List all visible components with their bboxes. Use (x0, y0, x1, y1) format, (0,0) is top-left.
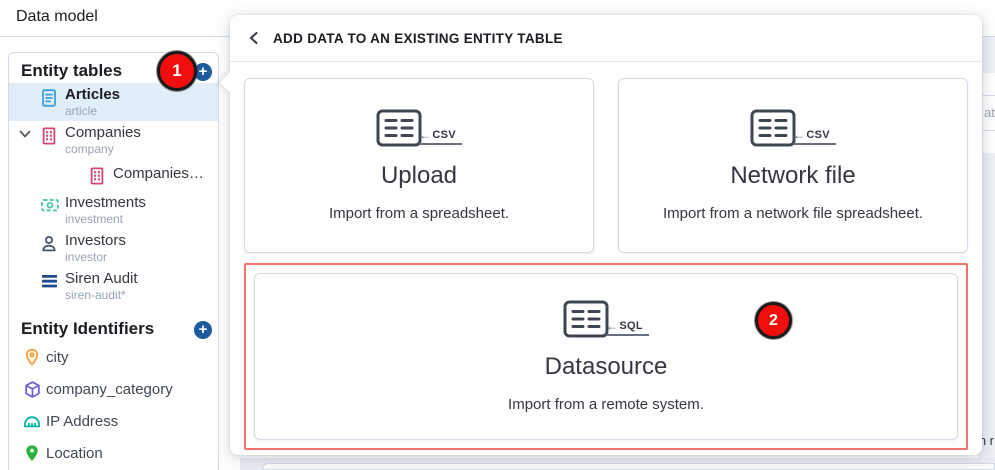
card-description: Import from a spreadsheet. (328, 205, 510, 222)
entity-table-index: investment (65, 212, 124, 226)
card-title: Network file (730, 162, 856, 189)
background-partial-text: at (983, 95, 995, 131)
format-badge: ← CSV (793, 128, 836, 145)
modal-title: ADD DATA TO AN EXISTING ENTITY TABLE (273, 30, 563, 46)
format-label: CSV (432, 129, 456, 141)
building-icon (41, 127, 57, 145)
entity-identifier-label: city (46, 348, 69, 366)
entity-table-label: Siren Audit (65, 270, 138, 287)
entity-tables-heading: Entity tables (21, 61, 123, 80)
person-icon (41, 235, 57, 253)
import-arrow-icon: ← (606, 319, 619, 333)
upload-card[interactable]: ← CSV Upload Import from a spreadsheet. (244, 78, 594, 253)
entity-identifier-item-location[interactable]: Location (9, 437, 218, 469)
entity-table-item-articles[interactable]: Articles article (9, 83, 218, 121)
annotation-highlight-rect: ← SQL Datasource Import from a remote sys… (244, 263, 968, 450)
add-data-modal: ADD DATA TO AN EXISTING ENTITY TABLE ← CS… (219, 15, 982, 455)
entity-table-item-companies[interactable]: Companies company (9, 121, 218, 159)
entity-identifiers-heading: Entity Identifiers (21, 319, 155, 338)
map-pin-icon (23, 444, 41, 462)
import-arrow-icon: ← (793, 128, 806, 142)
data-model-sidebar: Entity tables + Articles article Compani… (8, 52, 219, 470)
entity-table-label: Investors (65, 232, 126, 249)
modal-body: ← CSV Upload Import from a spreadsheet. ←… (230, 62, 982, 450)
entity-table-label: Investments (65, 194, 146, 211)
entity-table-item-siren-audit[interactable]: Siren Audit siren-audit* (9, 267, 218, 305)
entity-identifier-label: company_category (46, 380, 173, 398)
entity-identifiers-heading-row: Entity Identifiers + (9, 311, 218, 341)
bars-icon (41, 273, 58, 289)
money-icon (41, 197, 59, 213)
network-icon (23, 413, 41, 429)
network-file-card[interactable]: ← CSV Network file Import from a network … (618, 78, 968, 253)
format-badge: ← CSV (419, 128, 462, 145)
background-field-panel: at (983, 73, 995, 153)
entity-table-item-investors[interactable]: Investors investor (9, 229, 218, 267)
entity-table-item-companies-child[interactable]: Companies with a d… (9, 159, 218, 191)
cube-icon (23, 380, 41, 398)
chevron-down-icon[interactable] (19, 129, 31, 139)
chevron-left-icon (248, 31, 260, 45)
card-description: Import from a remote system. (508, 396, 704, 413)
entity-table-label: Companies with a d… (113, 165, 207, 182)
entity-tables-heading-row: Entity tables + (9, 53, 218, 83)
datasource-card[interactable]: ← SQL Datasource Import from a remote sys… (254, 273, 958, 440)
entity-table-label: Companies (65, 124, 141, 141)
import-arrow-icon: ← (419, 128, 432, 142)
spreadsheet-csv-icon: ← CSV (376, 109, 462, 147)
entity-table-label: Articles (65, 86, 121, 103)
card-description: Import from a network file spreadsheet. (662, 205, 924, 222)
card-title: Datasource (544, 353, 668, 380)
entity-table-index: company (65, 142, 114, 156)
entity-identifier-item-ip-address[interactable]: IP Address (9, 405, 218, 437)
entity-table-index: article (65, 104, 98, 118)
format-label: CSV (806, 129, 830, 141)
entity-identifier-item-company-category[interactable]: company_category (9, 373, 218, 405)
entity-table-index: siren-audit* (65, 288, 126, 302)
background-panel-bottom (262, 463, 995, 470)
spreadsheet-sql-icon: ← SQL (563, 300, 649, 338)
spreadsheet-csv-icon: ← CSV (750, 109, 836, 147)
annotation-step-1: 1 (157, 51, 197, 91)
add-entity-table-button[interactable]: + (194, 63, 212, 81)
entity-identifier-label: Location (46, 444, 103, 462)
add-entity-identifier-button[interactable]: + (194, 321, 212, 339)
import-options-row: ← CSV Upload Import from a spreadsheet. ←… (244, 78, 968, 253)
modal-header: ADD DATA TO AN EXISTING ENTITY TABLE (230, 15, 982, 62)
building-icon (89, 167, 105, 185)
format-label: SQL (619, 320, 643, 332)
back-button[interactable] (246, 29, 262, 47)
annotation-step-2: 2 (755, 302, 792, 339)
background-partial-text-bottom: n r (978, 433, 994, 448)
document-icon (41, 89, 57, 107)
entity-identifier-item-city[interactable]: city (9, 341, 218, 373)
map-pin-icon (23, 348, 41, 366)
format-badge: ← SQL (606, 319, 649, 336)
page-title: Data model (16, 8, 98, 25)
card-title: Upload (380, 162, 458, 189)
entity-table-index: investor (65, 250, 108, 264)
entity-table-item-investments[interactable]: Investments investment (9, 191, 218, 229)
entity-identifier-label: IP Address (46, 412, 119, 430)
